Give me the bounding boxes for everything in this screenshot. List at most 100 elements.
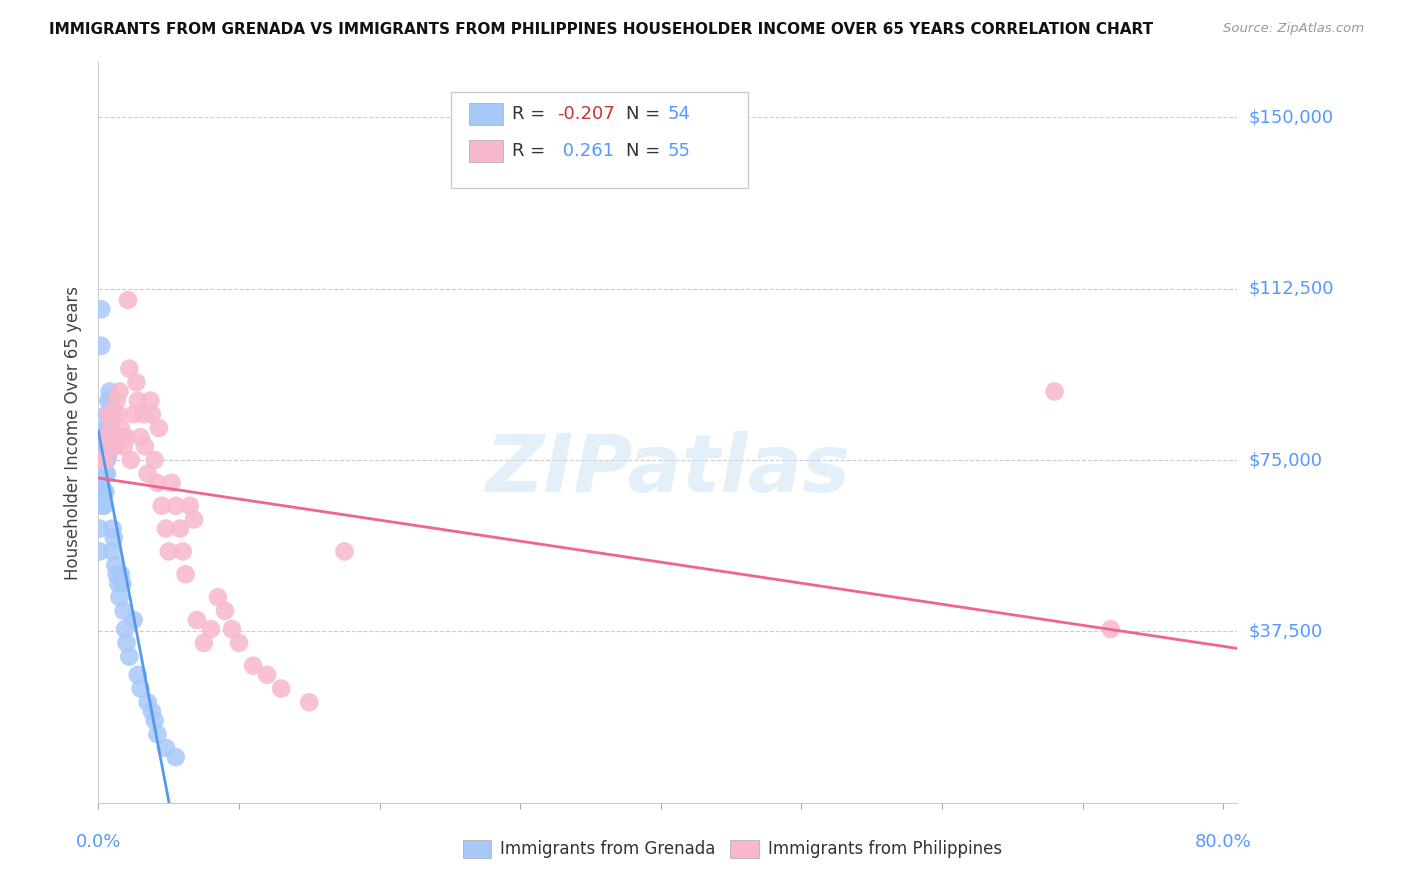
Point <box>228 636 250 650</box>
Point <box>94 467 117 481</box>
Point <box>105 393 128 408</box>
Point <box>179 499 201 513</box>
Point <box>94 430 117 444</box>
Point <box>115 636 138 650</box>
Point <box>97 393 120 408</box>
Point <box>139 393 162 408</box>
Point <box>93 499 115 513</box>
Point <box>103 531 125 545</box>
Point <box>98 384 121 399</box>
Point <box>101 522 124 536</box>
Point <box>91 485 114 500</box>
Point <box>125 376 148 390</box>
Point <box>96 430 118 444</box>
Point <box>94 453 117 467</box>
Point <box>134 439 156 453</box>
Text: 80.0%: 80.0% <box>1195 833 1251 851</box>
Point <box>169 522 191 536</box>
Point <box>132 408 155 422</box>
Point <box>127 668 149 682</box>
Point <box>112 604 135 618</box>
Point <box>112 439 135 453</box>
Point <box>107 576 129 591</box>
Point <box>193 636 215 650</box>
Point <box>270 681 292 696</box>
Text: 0.0%: 0.0% <box>76 833 121 851</box>
Point <box>94 485 117 500</box>
Point <box>96 453 118 467</box>
Point <box>89 522 111 536</box>
Point <box>155 522 177 536</box>
Point <box>93 439 115 453</box>
Point <box>94 421 117 435</box>
Point <box>129 430 152 444</box>
Text: 54: 54 <box>668 105 690 123</box>
Point <box>103 408 125 422</box>
Point <box>90 302 112 317</box>
Point <box>118 649 141 664</box>
Text: $37,500: $37,500 <box>1249 623 1323 640</box>
Point <box>94 439 117 453</box>
Point <box>98 439 121 453</box>
Point <box>143 453 166 467</box>
Point <box>143 714 166 728</box>
Point <box>174 567 197 582</box>
Point <box>97 421 120 435</box>
Point <box>100 421 122 435</box>
Point <box>111 430 134 444</box>
Point <box>120 453 142 467</box>
Point <box>91 467 114 481</box>
Point <box>93 430 115 444</box>
Text: R =: R = <box>512 143 551 161</box>
Text: 0.261: 0.261 <box>557 143 614 161</box>
FancyBboxPatch shape <box>451 92 748 188</box>
Point <box>298 695 321 709</box>
Point <box>1099 622 1122 636</box>
Point <box>111 576 134 591</box>
Point <box>90 475 112 490</box>
Text: -0.207: -0.207 <box>557 105 616 123</box>
Point <box>118 361 141 376</box>
Point <box>221 622 243 636</box>
Point <box>256 668 278 682</box>
Point <box>104 439 127 453</box>
Point <box>146 727 169 741</box>
Point <box>114 622 136 636</box>
Point <box>141 408 163 422</box>
Point <box>93 467 115 481</box>
Text: IMMIGRANTS FROM GRENADA VS IMMIGRANTS FROM PHILIPPINES HOUSEHOLDER INCOME OVER 6: IMMIGRANTS FROM GRENADA VS IMMIGRANTS FR… <box>49 22 1153 37</box>
Text: $150,000: $150,000 <box>1249 108 1333 127</box>
Point <box>157 544 180 558</box>
Point <box>117 293 139 307</box>
Point <box>97 449 120 463</box>
Point <box>108 590 131 604</box>
Point <box>207 590 229 604</box>
Point <box>122 613 145 627</box>
Point <box>107 408 129 422</box>
Point <box>115 430 138 444</box>
FancyBboxPatch shape <box>463 840 491 858</box>
Point <box>200 622 222 636</box>
Point <box>165 750 187 764</box>
Point <box>91 453 114 467</box>
Point <box>136 695 159 709</box>
Text: Source: ZipAtlas.com: Source: ZipAtlas.com <box>1223 22 1364 36</box>
Point <box>141 705 163 719</box>
Point <box>333 544 356 558</box>
Point <box>105 567 128 582</box>
Text: N =: N = <box>626 143 665 161</box>
Text: Immigrants from Philippines: Immigrants from Philippines <box>768 840 1002 858</box>
Point <box>129 681 152 696</box>
Point <box>94 453 117 467</box>
Text: Immigrants from Grenada: Immigrants from Grenada <box>501 840 716 858</box>
FancyBboxPatch shape <box>731 840 759 858</box>
Point <box>127 393 149 408</box>
Y-axis label: Householder Income Over 65 years: Householder Income Over 65 years <box>65 285 83 580</box>
Point <box>98 408 121 422</box>
Point <box>1043 384 1066 399</box>
Point <box>89 544 111 558</box>
FancyBboxPatch shape <box>468 103 503 126</box>
Point <box>172 544 194 558</box>
Point <box>165 499 187 513</box>
Text: $112,500: $112,500 <box>1249 280 1334 298</box>
